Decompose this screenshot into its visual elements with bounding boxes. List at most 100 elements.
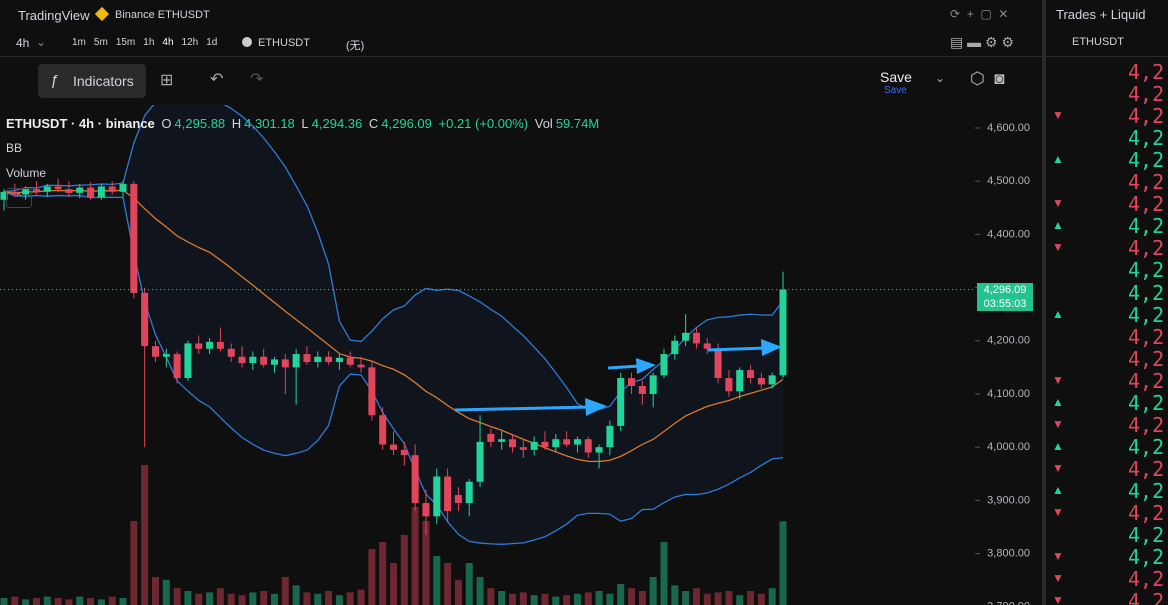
- h-key: H: [231, 116, 242, 131]
- candle-body: [281, 359, 289, 368]
- trade-price: 4,2: [1128, 567, 1165, 592]
- volume-bar: [238, 595, 246, 605]
- last-price: 4,296.09: [983, 283, 1027, 296]
- volume-bar: [65, 599, 73, 605]
- indicator-volume[interactable]: Volume: [6, 166, 47, 180]
- trade-price: 4,2: [1128, 302, 1165, 327]
- tools-bar: ƒ Indicators ⊞ ↶ ↷ Save Save ⌄ ⬡ ◙: [0, 57, 1042, 105]
- timeframe[interactable]: 15m: [115, 37, 136, 48]
- trade-arrow: ▲: [1052, 152, 1064, 167]
- trades-symbol[interactable]: ETHUSDT: [1072, 36, 1124, 48]
- trade-arrow: ▼: [1052, 505, 1064, 519]
- trade-arrow: ▼: [1052, 372, 1064, 387]
- last-price-tag: 4,296.09 03:55:03: [977, 282, 1033, 311]
- trade-arrow: ▼: [1052, 416, 1064, 431]
- countdown: 03:55:03: [983, 297, 1027, 310]
- candle-body: [411, 455, 419, 504]
- trade-price: 4,2: [1128, 346, 1165, 371]
- volume-bar: [379, 542, 387, 605]
- trade-price: 4,2: [1128, 412, 1165, 437]
- c-key: C: [368, 116, 379, 131]
- volume-bar: [357, 589, 365, 605]
- trade-price: 4,2: [1128, 192, 1165, 217]
- indicator-bb[interactable]: BB: [6, 141, 23, 155]
- bb-fill: [4, 105, 783, 545]
- volume-bar: [87, 598, 95, 605]
- collapse[interactable]: ^: [6, 188, 32, 208]
- trade-arrow: ▲: [1052, 438, 1064, 453]
- timeframe[interactable]: 1h: [143, 37, 155, 48]
- candle-body: [346, 357, 354, 365]
- volume-bar: [433, 556, 441, 605]
- volume-bar: [260, 591, 268, 605]
- compare[interactable]: (无): [346, 40, 365, 52]
- volume-bar: [0, 598, 8, 605]
- divider: [1042, 0, 1046, 605]
- settings-icon[interactable]: ⬡ ◙: [970, 69, 1005, 88]
- title-bar: TradingView Binance ETHUSDT ⟳ + ▢ ✕: [0, 0, 1042, 29]
- volume-bar: [346, 592, 354, 605]
- candle-body: [108, 186, 116, 192]
- volume-bar: [617, 584, 625, 605]
- y-tick-label: 4,000.00: [987, 441, 1030, 453]
- volume-bar: [54, 598, 62, 605]
- candle-body: [76, 187, 84, 193]
- layout-icons[interactable]: ▤ ▬ ⚙ ⚙: [950, 34, 1014, 50]
- candle-body: [433, 476, 441, 517]
- y-tick-label: 3,800.00: [987, 548, 1030, 560]
- volume-bar: [454, 579, 462, 605]
- save[interactable]: Save: [880, 69, 912, 85]
- y-tick-label: 4,200.00: [987, 335, 1030, 347]
- candle-body: [508, 439, 517, 448]
- volume-bar: [541, 593, 549, 605]
- undo[interactable]: ↶: [210, 71, 224, 88]
- trade-price: 4,2: [1128, 589, 1165, 605]
- volume-bar: [227, 593, 235, 605]
- indicators-button[interactable]: ƒ Indicators: [38, 64, 146, 98]
- timeframe[interactable]: 5m: [93, 37, 108, 48]
- save-status: Save: [884, 85, 907, 96]
- symbol[interactable]: ETHUSDT: [258, 37, 310, 49]
- timeframe[interactable]: 12h: [181, 37, 199, 48]
- candle-body: [162, 354, 170, 357]
- redo[interactable]: ↷: [250, 71, 264, 88]
- window-controls[interactable]: ⟳ + ▢ ✕: [950, 7, 1009, 21]
- trade-price: 4,2: [1128, 170, 1165, 195]
- trade-price: 4,2: [1128, 236, 1165, 261]
- interval[interactable]: 4h: [16, 36, 30, 50]
- timeframe[interactable]: 4h: [162, 37, 174, 48]
- trade-arrow: ▲: [1052, 394, 1064, 409]
- trade-arrow: ▼: [1052, 108, 1064, 123]
- candle-body: [617, 378, 625, 426]
- candle-body: [260, 356, 268, 365]
- volume-bar: [270, 593, 279, 605]
- volume-bar: [325, 591, 333, 605]
- candle-body: [476, 441, 484, 482]
- trades-title: Trades + Liquid: [1056, 7, 1146, 22]
- candle-body: [498, 439, 506, 442]
- volume-bar: [736, 595, 744, 605]
- tab-name[interactable]: Binance ETHUSDT: [115, 9, 210, 21]
- trade-arrow: ▲: [1052, 482, 1064, 497]
- volume-bar: [97, 599, 105, 605]
- timeframe[interactable]: 1d: [206, 37, 218, 48]
- y-tick-label: 4,500.00: [987, 175, 1030, 187]
- volume-bar: [400, 535, 408, 605]
- candle-body: [184, 343, 192, 379]
- trade-price: 4,2: [1128, 126, 1165, 151]
- candle-body: [130, 183, 138, 293]
- candle-body: [389, 444, 398, 450]
- trade-price: 4,2: [1128, 280, 1165, 305]
- bb-upper: [3, 105, 784, 411]
- volume-bar: [476, 577, 484, 605]
- volume-bar: [671, 585, 679, 605]
- candle-body: [703, 343, 711, 349]
- app-name: TradingView: [18, 8, 90, 23]
- symbol-icon: [242, 37, 252, 47]
- templates-icon[interactable]: ⊞: [160, 72, 174, 89]
- candle-body: [682, 332, 690, 341]
- legend: ETHUSDT · 4h · binance O 4,295.88 H 4,301.…: [6, 116, 602, 131]
- timeframe[interactable]: 1m: [72, 37, 86, 48]
- c: 4,296.09: [381, 116, 432, 131]
- y-tick-label: 4,400.00: [987, 228, 1030, 240]
